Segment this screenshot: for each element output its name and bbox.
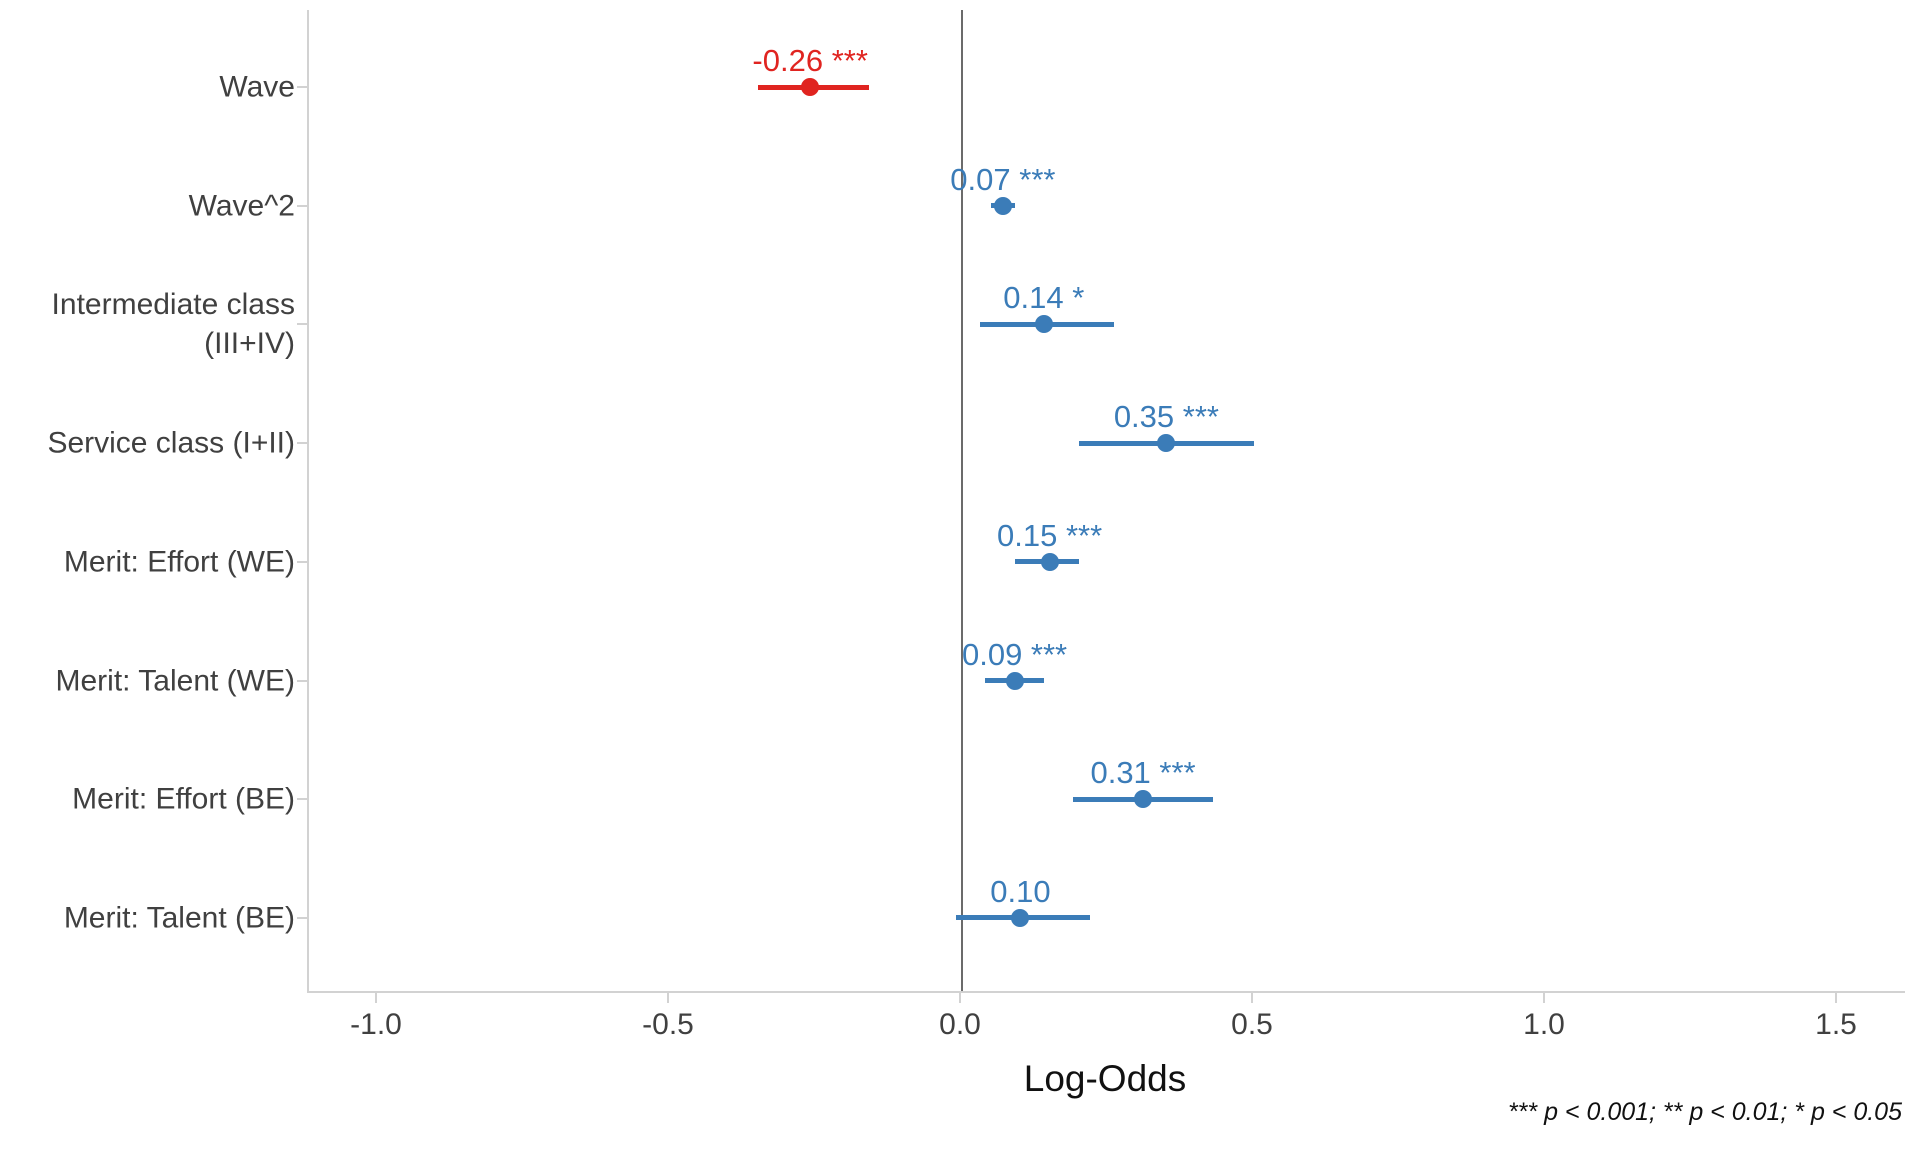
estimate-point: [1034, 315, 1053, 334]
y-axis-term-label: Wave^2: [188, 189, 295, 223]
plot-panel: -0.26 *** 0.07 *** 0.14 * 0.35 *** 0.15 *** 0…: [297, 10, 1905, 993]
y-axis-tick: [297, 560, 307, 563]
estimate-value-label: 0.14 *: [1003, 280, 1085, 316]
y-axis-term-label: Merit: Effort (BE): [72, 782, 295, 816]
y-axis-tick: [297, 204, 307, 207]
zero-reference-line: [961, 10, 963, 991]
x-axis-tick: [959, 993, 961, 1003]
y-axis-tick: [297, 323, 307, 326]
y-axis-tick: [297, 798, 307, 801]
y-axis-tick: [297, 442, 307, 445]
estimate-point: [1011, 908, 1030, 927]
y-axis-term-label: Merit: Talent (WE): [55, 664, 296, 698]
estimate-value-label: 0.15 ***: [997, 517, 1103, 553]
y-axis-term-label: Service class (I+II): [47, 426, 295, 460]
y-axis-term-label: Wave: [219, 70, 295, 104]
x-axis-tick: [1543, 993, 1545, 1003]
estimate-value-label: 0.10: [990, 873, 1051, 909]
x-axis-title: Log-Odds: [1023, 1058, 1187, 1099]
estimate-value-label: 0.07 ***: [950, 161, 1056, 197]
estimate-value-label: 0.09 ***: [961, 636, 1068, 672]
y-axis-tick: [297, 916, 307, 919]
estimate-value-label: 0.35 ***: [1113, 399, 1219, 435]
x-axis-tick-label: -0.5: [642, 1008, 694, 1041]
y-axis-term-label: Merit: Effort (WE): [63, 545, 295, 579]
estimate-point: [1134, 790, 1153, 809]
x-axis-tick-label: 0.0: [939, 1008, 981, 1041]
estimate-point: [1157, 434, 1176, 453]
y-axis-tick: [297, 679, 307, 682]
y-axis-labels: Wave Wave^2 Intermediate class (III+IV) Ser…: [0, 10, 295, 991]
x-axis-tick: [667, 993, 669, 1003]
x-axis-tick: [1251, 993, 1253, 1003]
x-axis-tick-label: -1.0: [350, 1008, 402, 1041]
x-axis-tick: [375, 993, 377, 1003]
x-axis-tick: [1835, 993, 1837, 1003]
x-axis-tick-label: 1.0: [1523, 1008, 1565, 1041]
y-axis-term-label: Merit: Talent (BE): [63, 901, 295, 935]
estimate-point: [993, 196, 1012, 215]
estimate-point: [801, 78, 820, 96]
estimate-value-label: -0.26 ***: [752, 43, 868, 78]
x-axis-tick-label: 0.5: [1231, 1008, 1273, 1041]
y-axis-tick: [297, 86, 307, 88]
estimate-point: [1040, 552, 1059, 571]
estimate-value-label: 0.31 ***: [1090, 755, 1196, 791]
y-axis-term-label: Intermediate class (III+IV): [51, 288, 295, 361]
x-axis-tick-label: 1.5: [1815, 1008, 1857, 1041]
significance-footnote: *** p < 0.001; ** p < 0.01; * p < 0.05: [1507, 1098, 1902, 1126]
estimate-point: [1005, 671, 1024, 690]
